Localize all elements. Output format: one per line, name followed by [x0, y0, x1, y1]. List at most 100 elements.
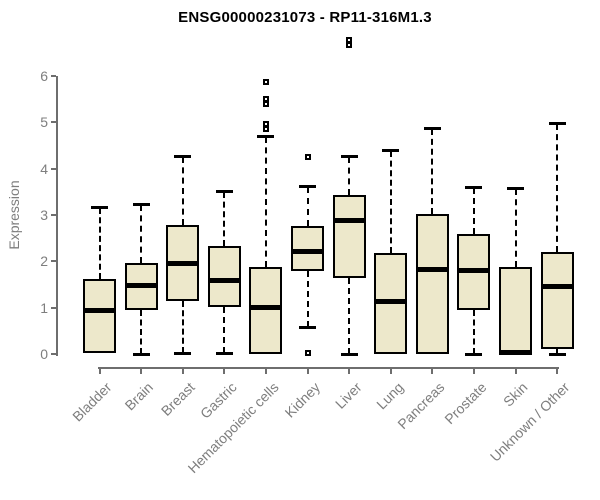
y-axis-line	[56, 76, 58, 356]
upper-whisker	[98, 208, 101, 280]
outlier-point	[262, 100, 269, 107]
box-iqr	[291, 225, 324, 272]
y-axis-tick	[51, 260, 56, 263]
x-axis-category-label: Breast	[158, 379, 199, 419]
x-axis-tick	[306, 367, 309, 374]
lower-whisker-cap	[548, 353, 566, 356]
upper-whisker	[306, 186, 309, 226]
y-axis-tick	[51, 306, 56, 309]
lower-whisker-cap	[132, 353, 150, 356]
y-axis-tick-label: 6	[40, 68, 48, 84]
chart-title: ENSG00000231073 - RP11-316M1.3	[178, 9, 432, 26]
upper-whisker	[264, 136, 267, 267]
y-axis-tick	[51, 121, 56, 124]
lower-whisker-cap	[215, 352, 233, 356]
median-line	[540, 284, 574, 290]
upper-whisker-cap	[340, 154, 358, 158]
y-axis-tick	[51, 353, 56, 355]
y-axis-tick	[51, 75, 56, 77]
upper-whisker-cap	[257, 134, 275, 138]
median-line	[332, 217, 366, 223]
lower-whisker-cap	[299, 325, 316, 329]
median-line	[207, 278, 241, 284]
box-iqr	[415, 214, 449, 354]
outlier-point	[262, 95, 269, 102]
box-iqr	[332, 195, 366, 279]
x-axis-category-label: Lung	[372, 379, 407, 413]
upper-whisker-cap	[423, 127, 441, 131]
median-line	[374, 298, 408, 304]
lower-whisker-cap	[174, 352, 192, 356]
box-iqr	[249, 266, 283, 354]
upper-whisker	[348, 156, 351, 196]
median-line	[499, 350, 532, 356]
upper-whisker-cap	[382, 148, 400, 152]
outlier-point	[346, 36, 353, 43]
y-axis-tick	[51, 214, 56, 216]
x-axis-line	[98, 367, 559, 369]
lower-whisker	[140, 309, 143, 354]
upper-whisker-cap	[215, 190, 233, 194]
x-axis-category-label: Unknown / Other	[486, 379, 573, 465]
x-axis-tick	[264, 367, 267, 374]
box-iqr	[540, 251, 574, 349]
lower-whisker	[472, 309, 475, 354]
y-axis-tick-label: 2	[40, 253, 48, 270]
x-axis-category-label: Brain	[121, 379, 157, 414]
upper-whisker-cap	[465, 186, 483, 190]
median-line	[83, 308, 116, 314]
x-axis-tick	[98, 367, 101, 374]
upper-whisker	[140, 205, 143, 264]
outlier-point	[346, 41, 353, 48]
upper-whisker	[223, 192, 226, 247]
outlier-point	[262, 79, 269, 86]
y-axis-tick-label: 1	[40, 299, 48, 316]
x-axis-tick	[140, 367, 143, 374]
x-axis-tick	[181, 367, 184, 374]
upper-whisker	[556, 123, 559, 252]
x-axis-tick	[389, 367, 392, 374]
upper-whisker-cap	[91, 206, 108, 210]
lower-whisker-cap	[340, 353, 358, 356]
upper-whisker	[514, 189, 517, 268]
median-line	[415, 266, 449, 272]
outlier-point	[304, 350, 311, 357]
x-axis-category-label: Liver	[331, 379, 365, 412]
x-axis-tick	[556, 367, 559, 374]
median-line	[166, 260, 200, 266]
median-line	[249, 304, 283, 310]
lower-whisker	[181, 301, 184, 354]
upper-whisker-cap	[132, 203, 150, 207]
x-axis-tick	[348, 367, 351, 374]
box-iqr	[83, 279, 116, 354]
y-axis-tick-label: 3	[40, 207, 48, 223]
y-axis-tick-label: 5	[40, 114, 48, 131]
x-axis-category-label: Skin	[500, 379, 531, 410]
lower-whisker	[556, 348, 559, 354]
lower-whisker	[348, 278, 351, 354]
median-line	[291, 248, 324, 254]
x-axis-tick	[472, 367, 475, 374]
lower-whisker	[306, 271, 309, 327]
outlier-point	[304, 153, 311, 160]
median-line	[457, 268, 491, 274]
x-axis-tick	[223, 367, 226, 374]
x-axis-tick	[514, 367, 517, 374]
x-axis-tick	[431, 367, 434, 374]
x-axis-category-label: Bladder	[69, 379, 115, 425]
y-axis-tick	[51, 167, 56, 170]
x-axis-category-label: Kidney	[281, 379, 323, 421]
upper-whisker-cap	[174, 155, 192, 159]
lower-whisker-cap	[465, 353, 483, 356]
upper-whisker	[472, 188, 475, 235]
upper-whisker-cap	[507, 187, 524, 191]
outlier-point	[262, 121, 269, 128]
upper-whisker	[181, 157, 184, 225]
box-iqr	[499, 267, 532, 354]
median-line	[124, 283, 158, 289]
y-axis-tick-label: 4	[40, 160, 48, 177]
upper-whisker	[431, 129, 434, 215]
box-iqr	[207, 246, 241, 308]
lower-whisker	[223, 307, 226, 354]
